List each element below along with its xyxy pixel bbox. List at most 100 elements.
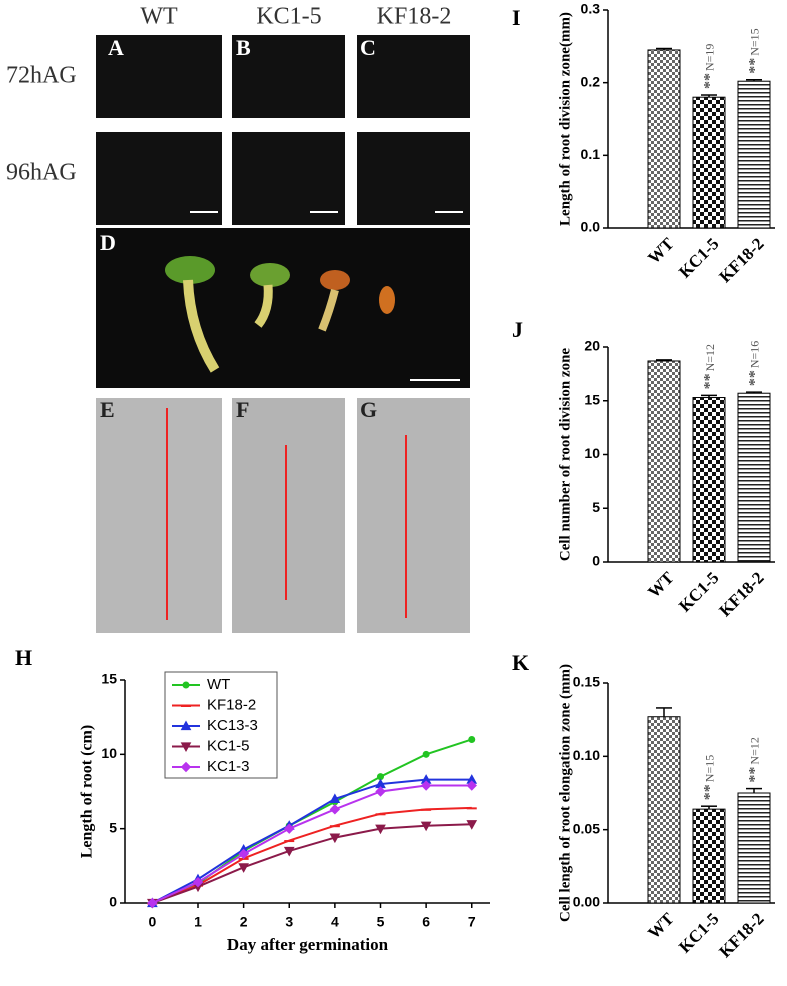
marker <box>421 808 432 811</box>
marker <box>422 750 430 758</box>
y-axis-label: Length of root (cm) <box>79 725 96 858</box>
y-tick-label: 15 <box>101 671 117 687</box>
x-tick-label: KC1-5 <box>675 909 722 956</box>
y-tick-label: 0.0 <box>581 219 601 235</box>
y-axis-label: Cell number of root division zone <box>557 348 573 562</box>
x-tick-label: 3 <box>285 914 293 930</box>
y-tick-label: 10 <box>101 745 117 761</box>
bar <box>647 360 681 563</box>
x-tick-label: 1 <box>194 914 202 930</box>
panel-label: D <box>100 230 116 255</box>
panel-label: G <box>360 397 377 422</box>
x-tick-label: KC1-5 <box>675 568 722 615</box>
legend-label: WT <box>207 676 230 693</box>
y-tick-label: 0.3 <box>581 1 601 17</box>
panel-label: H <box>15 645 32 670</box>
bar <box>692 397 726 563</box>
legend-label: KC1-3 <box>207 758 250 775</box>
legend-marker <box>180 720 192 731</box>
photos: WT KC1-5 KF18-2 72hAG 96hAG A B C D E F … <box>6 4 470 633</box>
bar <box>692 96 726 229</box>
y-tick-label: 0 <box>592 553 600 569</box>
bar <box>737 792 771 904</box>
x-tick-label: WT <box>644 909 678 943</box>
y-axis-label: Length of root division zone(mm) <box>557 12 573 226</box>
marker <box>468 735 476 743</box>
y-tick-label: 5 <box>592 499 600 515</box>
line <box>152 806 472 904</box>
line <box>151 784 472 904</box>
bar <box>692 808 726 904</box>
line <box>152 823 472 904</box>
panel-label: F <box>236 397 249 422</box>
legend-label: KF18-2 <box>207 696 256 713</box>
y-tick-label: 5 <box>109 819 117 835</box>
sample-size: N=16 <box>748 341 762 368</box>
significance: ** <box>747 58 764 74</box>
x-tick-label: WT <box>644 234 678 268</box>
legend-marker <box>180 742 192 753</box>
bar <box>737 80 771 229</box>
y-tick-label: 0.2 <box>581 73 601 89</box>
sample-size: N=12 <box>748 737 762 764</box>
marker <box>192 876 204 888</box>
significance: ** <box>747 767 764 783</box>
panel-label: A <box>108 35 124 60</box>
y-tick-label: 0 <box>109 894 117 910</box>
marker <box>420 821 432 832</box>
marker <box>466 780 477 791</box>
y-axis-label: Cell length of root elongation zone (mm) <box>557 664 573 922</box>
x-tick-label: KF18-2 <box>715 909 767 961</box>
x-tick-label: 2 <box>240 914 248 930</box>
legend-marker <box>180 761 192 773</box>
marker <box>377 773 384 781</box>
sample-size: N=15 <box>703 755 717 782</box>
marker <box>329 833 341 844</box>
marker <box>329 793 341 804</box>
x-tick-label: KF18-2 <box>715 234 767 286</box>
row-label: 96hAG <box>6 160 77 186</box>
x-tick-label: 4 <box>331 914 339 930</box>
x-axis-label: Day after germination <box>227 935 389 954</box>
x-tick-label: WT <box>644 568 678 602</box>
y-tick-label: 0.05 <box>573 820 600 836</box>
x-tick-label: KF18-2 <box>715 568 767 620</box>
y-tick-label: 0.00 <box>573 894 600 910</box>
x-tick-label: 7 <box>468 914 476 930</box>
x-tick-label: 6 <box>422 914 430 930</box>
significance: ** <box>747 370 764 386</box>
marker <box>238 848 249 860</box>
x-tick-label: 0 <box>148 914 156 930</box>
column-label: KC1-5 <box>256 4 321 30</box>
marker <box>375 824 386 835</box>
x-tick-label: 5 <box>377 914 385 930</box>
y-tick-label: 15 <box>584 391 600 407</box>
panel-label: C <box>360 35 376 60</box>
sample-size: N=15 <box>748 28 762 55</box>
panel-label: E <box>100 397 115 422</box>
marker <box>329 825 340 828</box>
significance: ** <box>702 73 719 89</box>
significance: ** <box>702 373 719 389</box>
sample-size: N=19 <box>703 44 717 71</box>
legend-label: KC1-5 <box>207 737 250 754</box>
panel-label: J <box>512 317 523 342</box>
y-tick-label: 20 <box>584 338 600 354</box>
line <box>151 778 472 904</box>
marker <box>147 897 158 909</box>
marker <box>375 813 386 816</box>
bar <box>647 49 681 229</box>
marker <box>283 846 295 857</box>
row-label: 72hAG <box>6 63 77 89</box>
y-tick-label: 10 <box>584 445 600 461</box>
panel-label: B <box>236 35 251 60</box>
significance: ** <box>702 784 719 800</box>
legend-marker <box>182 681 190 689</box>
marker <box>284 840 295 843</box>
y-tick-label: 0.10 <box>573 747 600 763</box>
y-tick-label: 0.1 <box>581 146 601 162</box>
marker <box>420 780 432 791</box>
x-tick-label: KC1-5 <box>675 234 722 281</box>
marker <box>375 786 386 797</box>
